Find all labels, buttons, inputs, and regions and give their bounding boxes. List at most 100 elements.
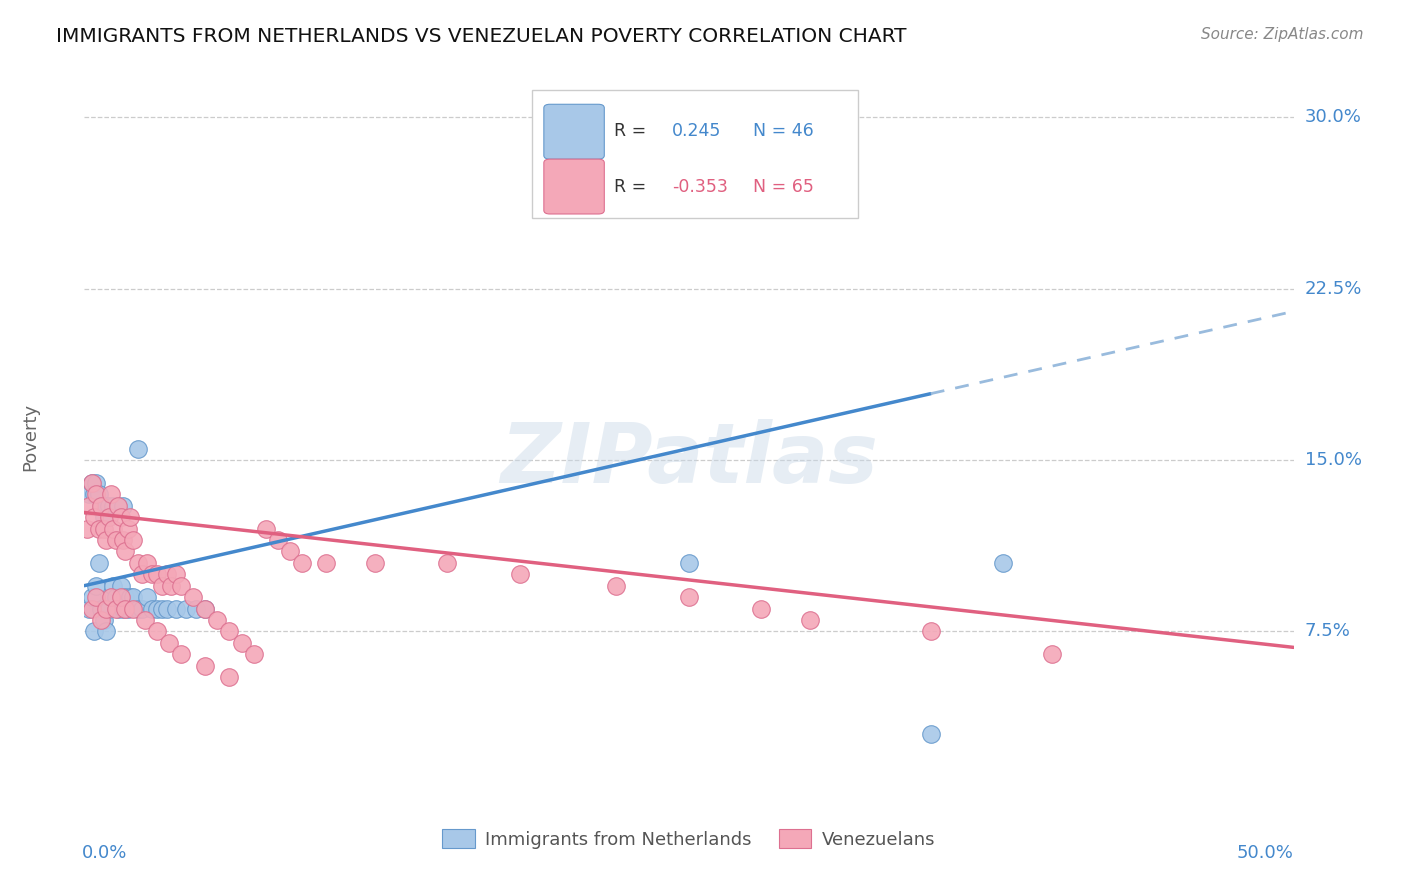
Point — [1040, 647, 1063, 661]
Point — [94, 624, 117, 639]
Point — [155, 567, 177, 582]
Text: N = 65: N = 65 — [754, 178, 814, 196]
Point — [80, 475, 103, 490]
Point — [77, 499, 100, 513]
Point — [150, 601, 173, 615]
Point — [181, 590, 204, 604]
Point — [751, 601, 773, 615]
Point — [146, 601, 169, 615]
Text: 0.245: 0.245 — [672, 122, 721, 140]
Point — [254, 521, 277, 535]
Point — [678, 556, 700, 570]
Point — [112, 533, 135, 547]
Point — [678, 590, 700, 604]
Point — [93, 521, 115, 535]
Point — [103, 521, 125, 535]
Point — [141, 601, 163, 615]
Point — [87, 521, 110, 535]
Point — [157, 636, 180, 650]
Text: R =: R = — [614, 122, 652, 140]
Point — [131, 567, 153, 582]
FancyBboxPatch shape — [544, 159, 605, 214]
Point — [184, 601, 207, 615]
Point — [103, 499, 125, 513]
Point — [87, 556, 110, 570]
Point — [83, 624, 105, 639]
Point — [194, 658, 217, 673]
Point — [104, 533, 127, 547]
Point — [291, 556, 314, 570]
Point — [194, 601, 217, 615]
Point — [97, 601, 120, 615]
Point — [242, 647, 264, 661]
Point — [920, 624, 942, 639]
Point — [112, 601, 135, 615]
Point — [93, 613, 115, 627]
Point — [509, 567, 531, 582]
Point — [94, 601, 117, 615]
Point — [117, 601, 139, 615]
Point — [100, 487, 122, 501]
Point — [110, 590, 132, 604]
Point — [110, 510, 132, 524]
Point — [436, 556, 458, 570]
Point — [107, 499, 129, 513]
Point — [170, 579, 193, 593]
Text: Source: ZipAtlas.com: Source: ZipAtlas.com — [1201, 27, 1364, 42]
Point — [160, 579, 183, 593]
Text: Poverty: Poverty — [21, 403, 39, 471]
Point — [90, 499, 112, 513]
Point — [90, 499, 112, 513]
Text: -0.353: -0.353 — [672, 178, 728, 196]
Point — [131, 601, 153, 615]
Point — [77, 601, 100, 615]
Point — [80, 601, 103, 615]
Point — [174, 601, 197, 615]
Point — [150, 579, 173, 593]
Point — [77, 487, 100, 501]
Text: 7.5%: 7.5% — [1305, 623, 1351, 640]
Point — [165, 567, 187, 582]
Point — [90, 613, 112, 627]
Point — [207, 613, 229, 627]
Point — [141, 567, 163, 582]
Legend: Immigrants from Netherlands, Venezuelans: Immigrants from Netherlands, Venezuelans — [434, 822, 943, 856]
Point — [267, 533, 290, 547]
Point — [104, 590, 127, 604]
Text: R =: R = — [614, 178, 652, 196]
Text: 50.0%: 50.0% — [1237, 844, 1294, 862]
Point — [278, 544, 301, 558]
Point — [120, 510, 142, 524]
Point — [146, 567, 169, 582]
Point — [363, 556, 385, 570]
Point — [315, 556, 337, 570]
Text: 30.0%: 30.0% — [1305, 108, 1361, 126]
Point — [218, 670, 240, 684]
Point — [94, 499, 117, 513]
Point — [94, 533, 117, 547]
Point — [86, 475, 108, 490]
Point — [146, 624, 169, 639]
Point — [194, 601, 217, 615]
Point — [76, 521, 98, 535]
Point — [107, 499, 129, 513]
Text: 0.0%: 0.0% — [82, 844, 128, 862]
Point — [114, 601, 136, 615]
Point — [104, 601, 127, 615]
Point — [86, 579, 108, 593]
Point — [231, 636, 253, 650]
Point — [100, 590, 122, 604]
Point — [218, 624, 240, 639]
Point — [80, 475, 103, 490]
Point — [605, 579, 627, 593]
Point — [127, 601, 149, 615]
Point — [90, 601, 112, 615]
Point — [112, 499, 135, 513]
Point — [83, 487, 105, 501]
Point — [136, 556, 159, 570]
Point — [107, 601, 129, 615]
Point — [165, 601, 187, 615]
Text: IMMIGRANTS FROM NETHERLANDS VS VENEZUELAN POVERTY CORRELATION CHART: IMMIGRANTS FROM NETHERLANDS VS VENEZUELA… — [56, 27, 907, 45]
Text: 22.5%: 22.5% — [1305, 279, 1362, 298]
Point — [114, 590, 136, 604]
